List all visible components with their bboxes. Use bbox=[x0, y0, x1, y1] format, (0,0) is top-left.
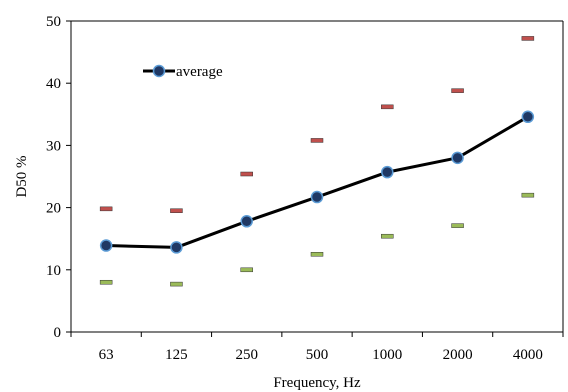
dash-marker bbox=[99, 279, 113, 285]
x-tick-label: 1000 bbox=[372, 347, 402, 363]
data-point bbox=[310, 190, 324, 204]
dash-marker bbox=[99, 206, 113, 212]
y-tick-label: 30 bbox=[46, 138, 61, 154]
dash-marker bbox=[381, 233, 394, 239]
y-tick-label: 50 bbox=[46, 14, 61, 30]
series-line-average bbox=[106, 115, 529, 249]
dash-marker bbox=[310, 138, 324, 143]
x-tick-label: 63 bbox=[99, 347, 114, 363]
y-tick-label: 10 bbox=[46, 263, 61, 279]
legend-label-average: average bbox=[176, 64, 223, 80]
dash-marker bbox=[381, 104, 394, 110]
data-point bbox=[170, 241, 183, 254]
series-2 bbox=[99, 192, 535, 287]
data-point bbox=[240, 215, 253, 228]
y-tick-label: 0 bbox=[54, 325, 62, 341]
dash-marker bbox=[240, 267, 253, 273]
legend: average bbox=[143, 64, 223, 80]
y-tick-label: 40 bbox=[46, 76, 61, 92]
x-tick-label: 2000 bbox=[443, 347, 473, 363]
dash-marker bbox=[451, 223, 464, 228]
legend-marker bbox=[152, 64, 166, 78]
x-axis-title: Frequency, Hz bbox=[273, 375, 361, 391]
dash-marker bbox=[451, 88, 464, 93]
dash-marker bbox=[170, 281, 183, 287]
x-tick-label: 125 bbox=[165, 347, 188, 363]
data-point bbox=[451, 151, 464, 165]
data-point bbox=[521, 110, 535, 124]
dash-marker bbox=[310, 252, 324, 257]
x-tick-label: 4000 bbox=[513, 347, 543, 363]
series-0 bbox=[99, 110, 535, 254]
dash-marker bbox=[170, 208, 183, 213]
y-axis-title: D50 % bbox=[14, 155, 30, 197]
axes: 0 10 20 30 40 50 63 125 250 500 1000 2000 4000 bbox=[46, 14, 564, 363]
dash-marker bbox=[240, 171, 253, 177]
series-layer bbox=[99, 36, 535, 287]
x-tick-label: 500 bbox=[306, 347, 329, 363]
series-1 bbox=[99, 36, 535, 213]
data-point bbox=[99, 239, 113, 252]
dash-marker bbox=[521, 192, 535, 198]
dash-marker bbox=[521, 36, 535, 41]
y-tick-label: 20 bbox=[46, 201, 61, 217]
x-tick-label: 250 bbox=[235, 347, 258, 363]
data-point bbox=[381, 165, 394, 179]
